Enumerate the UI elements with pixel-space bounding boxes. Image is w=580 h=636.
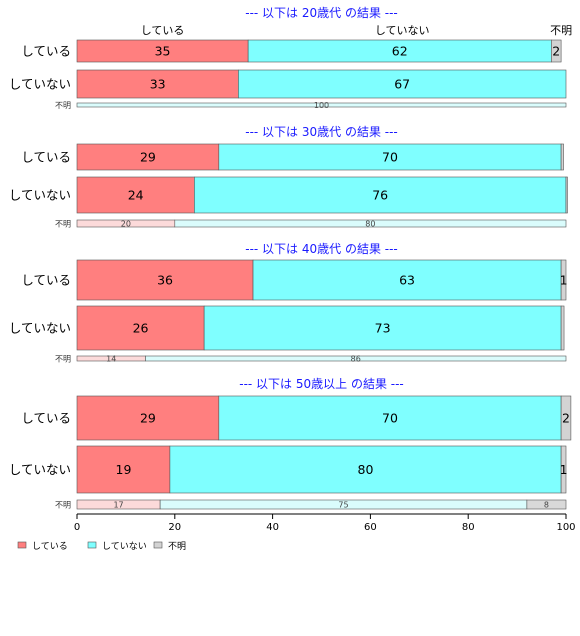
- data-label-p0-r1-s0: 33: [150, 77, 166, 92]
- row-label-p0-r0: している: [21, 44, 71, 59]
- data-label-p0-r1-s1: 67: [394, 77, 410, 92]
- bar-segment-p1-r0-s0: [76, 143, 220, 171]
- data-label-p1-ru-s0: 20: [121, 220, 131, 229]
- bar-segment-p3-r1-s2: [560, 445, 567, 494]
- data-label-p1-r1-s0: 24: [128, 188, 144, 203]
- data-label-p3-r0-s2: 2: [562, 411, 570, 426]
- row-label-p0-r1: していない: [9, 77, 71, 92]
- data-label-p3-r1-s1: 80: [358, 462, 374, 477]
- data-label-p1-ru-s1: 80: [365, 220, 375, 229]
- data-label-p3-r1-s2: 1: [560, 462, 568, 477]
- legend-swatch-0: [17, 541, 27, 549]
- bar-segment-p3-r0-s2: [560, 395, 572, 441]
- x-tick-label-1: 20: [168, 522, 181, 533]
- panel-title-3: --- 以下は 50歳以上 の結果 ---: [239, 377, 404, 391]
- x-tick-label-4: 80: [462, 522, 475, 533]
- bar-segment-p0-r0-s2: [551, 39, 562, 63]
- panel-title-2: --- 以下は 40歳代 の結果 ---: [245, 242, 398, 256]
- data-label-p3-ru-s0: 17: [113, 501, 123, 510]
- data-label-p0-ru-s1: 100: [314, 101, 329, 110]
- row-label-p1-r0: している: [21, 150, 71, 165]
- bar-segment-p3-r1-s0: [76, 445, 171, 494]
- panel-title-0: --- 以下は 20歳代 の結果 ---: [245, 6, 398, 20]
- data-label-p3-r1-s0: 19: [116, 462, 132, 477]
- row-label-unknown-p2: 不明: [55, 355, 71, 364]
- column-header-1: していない: [375, 24, 430, 37]
- data-label-p2-ru-s1: 86: [351, 355, 361, 364]
- data-label-p1-r0-s1: 70: [382, 150, 398, 165]
- row-label-p3-r1: していない: [9, 462, 71, 477]
- x-tick-label-2: 40: [266, 522, 279, 533]
- x-tick-label-0: 0: [74, 522, 80, 533]
- legend-swatch-1: [87, 541, 97, 549]
- legend-swatch-2: [153, 541, 163, 549]
- legend-label-1: していない: [102, 541, 147, 552]
- row-label-p2-r1: していない: [9, 321, 71, 336]
- data-label-p2-r0-s2: 1: [560, 273, 568, 288]
- bar-segment-p1-r1-s1: [194, 176, 567, 214]
- bar-segment-p2-r1-s2: [560, 305, 565, 351]
- panel-title-1: --- 以下は 30歳代 の結果 ---: [245, 125, 398, 139]
- row-label-p1-r1: していない: [9, 188, 71, 203]
- bar-segment-p3-r0-s1: [218, 395, 562, 441]
- data-label-p3-r0-s0: 29: [140, 411, 156, 426]
- legend-label-2: 不明: [168, 541, 186, 552]
- legend-label-0: している: [32, 541, 68, 552]
- data-label-p2-r1-s0: 26: [133, 321, 149, 336]
- data-label-p0-r0-s1: 62: [392, 44, 408, 59]
- bar-segment-p3-r1-s1: [169, 445, 562, 494]
- data-label-p0-r0-s2: 2: [552, 44, 560, 59]
- data-label-p3-ru-s1: 75: [338, 501, 348, 510]
- x-tick-label-5: 100: [556, 522, 575, 533]
- column-header-0: している: [141, 24, 185, 37]
- data-label-p0-r0-s0: 35: [155, 44, 171, 59]
- bar-segment-p1-ru-s1: [174, 219, 567, 228]
- bar-segment-p1-r0-s1: [218, 143, 562, 171]
- bar-segment-p1-r1-s0: [76, 176, 195, 214]
- bar-segment-p1-r1-s2: [565, 176, 568, 214]
- bar-segment-p2-r1-s1: [203, 305, 562, 351]
- data-label-p3-r0-s1: 70: [382, 411, 398, 426]
- data-label-p2-ru-s0: 14: [106, 355, 116, 364]
- bar-segment-p0-ru-s1: [76, 102, 567, 108]
- bar-segment-p3-r0-s0: [76, 395, 220, 441]
- bar-segment-p0-r1-s1: [238, 69, 567, 99]
- row-label-unknown-p1: 不明: [55, 220, 71, 229]
- data-label-p2-r0-s1: 63: [399, 273, 415, 288]
- bar-segment-p1-r0-s2: [560, 143, 564, 171]
- data-label-p1-r0-s0: 29: [140, 150, 156, 165]
- row-label-unknown-p0: 不明: [55, 101, 71, 110]
- bar-segment-p2-r0-s0: [76, 259, 254, 301]
- bar-segment-p2-r0-s1: [252, 259, 562, 301]
- data-label-p2-r0-s0: 36: [157, 273, 173, 288]
- data-label-p3-ru-s2: 8: [544, 501, 549, 510]
- row-label-p2-r0: している: [21, 273, 71, 288]
- column-header-2: 不明: [550, 24, 572, 37]
- data-label-p1-r1-s1: 76: [372, 188, 388, 203]
- row-label-p3-r0: している: [21, 411, 71, 426]
- row-label-unknown-p3: 不明: [55, 501, 71, 510]
- bar-segment-p2-ru-s1: [145, 355, 567, 362]
- bar-segment-p2-r0-s2: [560, 259, 567, 301]
- x-tick-label-3: 60: [364, 522, 377, 533]
- bar-segment-p3-ru-s2: [526, 499, 567, 510]
- bar-segment-p2-r1-s0: [76, 305, 205, 351]
- data-label-p2-r1-s1: 73: [375, 321, 391, 336]
